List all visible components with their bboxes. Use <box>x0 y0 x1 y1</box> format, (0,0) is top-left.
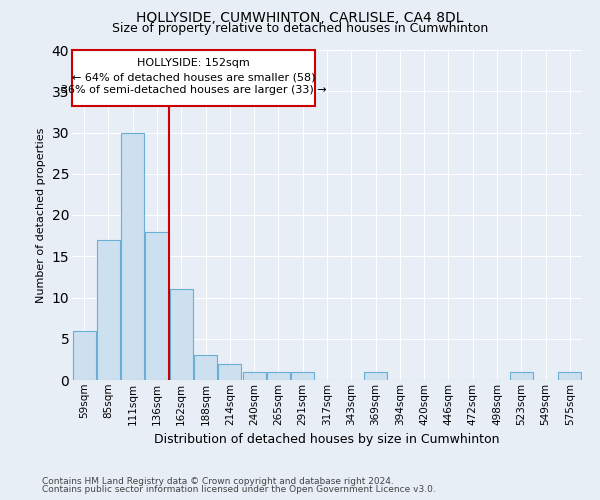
Bar <box>194 355 217 380</box>
Bar <box>291 372 314 380</box>
Bar <box>145 232 169 380</box>
Bar <box>218 364 241 380</box>
Bar <box>510 372 533 380</box>
Bar <box>559 372 581 380</box>
Bar <box>170 289 193 380</box>
FancyBboxPatch shape <box>72 50 315 106</box>
Bar <box>267 372 290 380</box>
Y-axis label: Number of detached properties: Number of detached properties <box>36 128 46 302</box>
Bar <box>73 330 95 380</box>
Text: HOLLYSIDE, CUMWHINTON, CARLISLE, CA4 8DL: HOLLYSIDE, CUMWHINTON, CARLISLE, CA4 8DL <box>136 11 464 25</box>
Text: 36% of semi-detached houses are larger (33) →: 36% of semi-detached houses are larger (… <box>61 86 326 96</box>
Text: ← 64% of detached houses are smaller (58): ← 64% of detached houses are smaller (58… <box>71 72 315 83</box>
Text: Size of property relative to detached houses in Cumwhinton: Size of property relative to detached ho… <box>112 22 488 35</box>
Text: HOLLYSIDE: 152sqm: HOLLYSIDE: 152sqm <box>137 58 250 68</box>
Bar <box>97 240 120 380</box>
Text: Contains HM Land Registry data © Crown copyright and database right 2024.: Contains HM Land Registry data © Crown c… <box>42 477 394 486</box>
Bar <box>364 372 387 380</box>
Bar <box>121 132 144 380</box>
Bar <box>242 372 266 380</box>
X-axis label: Distribution of detached houses by size in Cumwhinton: Distribution of detached houses by size … <box>154 433 500 446</box>
Text: Contains public sector information licensed under the Open Government Licence v3: Contains public sector information licen… <box>42 485 436 494</box>
